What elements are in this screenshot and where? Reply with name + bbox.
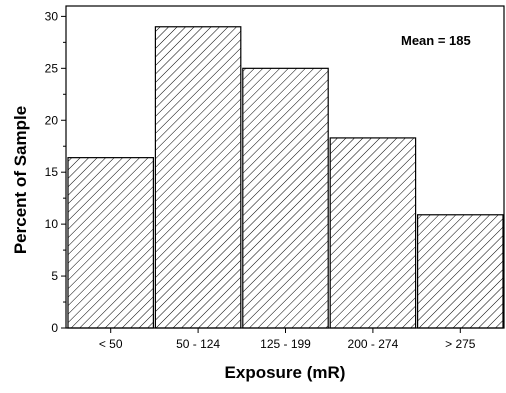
bar-2 [242, 67, 329, 329]
y-tick-label: 30 [45, 9, 59, 23]
x-tick-label: < 50 [99, 337, 123, 351]
y-tick-label: 25 [45, 61, 59, 75]
bar-4 [417, 214, 504, 329]
x-tick-label: > 275 [445, 337, 476, 351]
bar-3 [329, 137, 417, 329]
x-tick-label: 50 - 124 [176, 337, 220, 351]
y-axis: 0 5 10 15 20 25 30 [45, 9, 66, 335]
bar-1 [154, 26, 242, 329]
mean-annotation: Mean = 185 [401, 33, 471, 48]
y-tick-label: 0 [51, 321, 58, 335]
x-axis-title: Exposure (mR) [225, 363, 346, 382]
y-tick-label: 15 [45, 165, 59, 179]
x-axis-tick-labels: < 50 50 - 124 125 - 199 200 - 274 > 275 [99, 328, 476, 351]
y-tick-label: 5 [51, 269, 58, 283]
y-tick-label: 10 [45, 217, 59, 231]
y-tick-label: 20 [45, 113, 59, 127]
x-tick-label: 125 - 199 [260, 337, 311, 351]
x-tick-label: 200 - 274 [348, 337, 399, 351]
bar-0 [67, 157, 155, 329]
y-axis-title: Percent of Sample [11, 106, 30, 254]
bars-group [67, 26, 504, 329]
